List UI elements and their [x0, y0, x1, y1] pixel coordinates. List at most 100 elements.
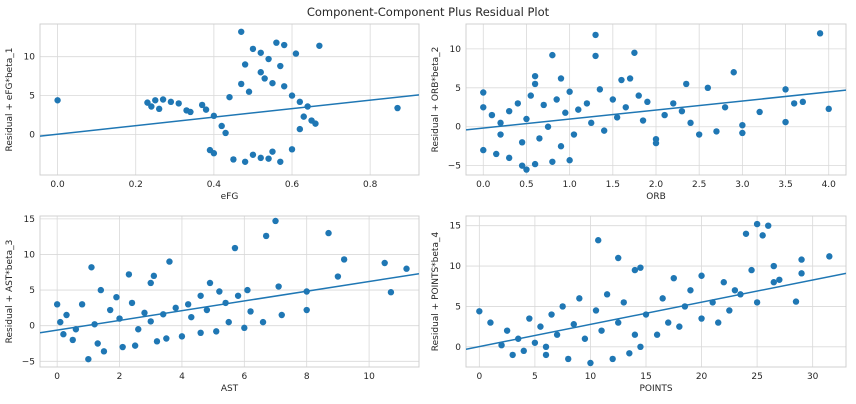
scatter-point [259, 318, 267, 326]
scatter-point [241, 158, 249, 165]
scatter-point [540, 101, 547, 109]
scatter-point [631, 49, 638, 56]
scatter-point [197, 292, 204, 299]
scatter-point [509, 351, 516, 359]
scatter-points [476, 220, 833, 367]
x-axis-label: POINTS [639, 384, 672, 394]
y-tick-label: 15 [24, 215, 35, 225]
plot-frame [39, 215, 420, 368]
scatter-point [720, 279, 727, 286]
scatter-point [241, 324, 248, 332]
scatter-point [592, 31, 599, 39]
x-tick-label: 4.0 [822, 180, 837, 190]
scatter-point [277, 158, 284, 165]
scatter-point [588, 119, 595, 127]
scatter-point [202, 106, 210, 113]
scatter-point [622, 104, 629, 111]
x-tick-label: 15 [640, 372, 651, 382]
scatter-point [394, 104, 401, 112]
scatter-point [527, 92, 534, 99]
scatter-point [570, 321, 577, 328]
y-tick-label: 10 [24, 250, 36, 260]
scatter-point [531, 72, 539, 80]
scatter-point [553, 96, 560, 103]
scatter-point [476, 308, 483, 315]
scatter-point [637, 343, 644, 351]
scatter-point [213, 328, 220, 335]
scatter-point [676, 323, 683, 330]
scatter-point [188, 313, 195, 321]
scatter-point [216, 288, 223, 295]
scatter-point [275, 283, 282, 290]
scatter-point [125, 271, 133, 278]
y-axis-label: Residual + eFG*beta_1 [5, 48, 15, 152]
scatter-point [825, 105, 832, 113]
scatter-point [756, 108, 763, 116]
scatter-point [575, 106, 582, 113]
scatter-point [730, 69, 737, 76]
scatter-point [695, 131, 703, 138]
scatter-point [206, 279, 214, 287]
scatter-point [739, 121, 746, 129]
scatter-point [487, 319, 494, 326]
scatter-point [231, 244, 239, 252]
scatter-point [753, 299, 761, 306]
scatter-point [536, 135, 543, 142]
scatter-point [542, 351, 550, 359]
x-tick-label: 0.2 [129, 180, 143, 190]
scatter-point [269, 79, 276, 87]
scatter-point [792, 298, 800, 305]
scatter-point [687, 119, 694, 127]
scatter-point [230, 156, 237, 163]
scatter-point [704, 84, 712, 92]
x-tick-label: 8 [304, 372, 310, 382]
scatter-point [721, 104, 729, 111]
scatter-point [661, 111, 668, 119]
scatter-point [531, 80, 539, 88]
x-tick-label: 3.5 [778, 180, 792, 190]
scatter-point [247, 308, 254, 315]
fit-line [466, 89, 846, 131]
scatter-point [748, 266, 755, 274]
scatter-point [595, 237, 602, 244]
scatter-point [78, 301, 86, 308]
subplot-3: 0 2 4 6 8 10 −5 0 5 10 15 AST Residual + AST*beta_3 [5, 215, 420, 394]
scatter-point [281, 83, 288, 90]
scatter-point [603, 291, 611, 298]
scatter-point [531, 339, 539, 346]
scatter-point [340, 256, 348, 263]
x-tick-label: 20 [696, 372, 708, 382]
scatter-point [520, 347, 527, 355]
scatter-point [488, 111, 496, 119]
scatter-point [97, 286, 105, 294]
fit-line [466, 272, 846, 350]
scatter-point [544, 123, 552, 130]
scatter-point [303, 306, 310, 314]
scatter-point [261, 75, 268, 82]
scatter-point [557, 143, 565, 150]
x-axis-label: ORB [646, 192, 666, 202]
scatter-point [565, 355, 572, 363]
scatter-point [241, 61, 249, 68]
scatter-point [798, 270, 805, 277]
y-axis-label: Residual + POINTS*beta_4 [431, 232, 441, 352]
scatter-point [505, 154, 513, 162]
scatter-point [238, 28, 245, 35]
scatter-point [57, 318, 64, 326]
scatter-point [615, 319, 622, 326]
scatter-point [618, 76, 625, 84]
scatter-point [826, 253, 833, 260]
y-tick-label: 10 [24, 53, 36, 63]
x-tick-label: 30 [807, 372, 819, 382]
scatter-point [698, 315, 705, 322]
scatter-point [150, 272, 158, 280]
x-tick-label: 2.5 [692, 180, 706, 190]
scatter-point [505, 107, 513, 115]
scatter-point [85, 355, 92, 363]
scatter-point [596, 86, 604, 93]
x-tick-label: 0.0 [476, 180, 491, 190]
scatter-point [100, 348, 108, 355]
scatter-point [222, 129, 229, 137]
scatter-point [225, 318, 232, 326]
scatter-point [175, 100, 182, 107]
